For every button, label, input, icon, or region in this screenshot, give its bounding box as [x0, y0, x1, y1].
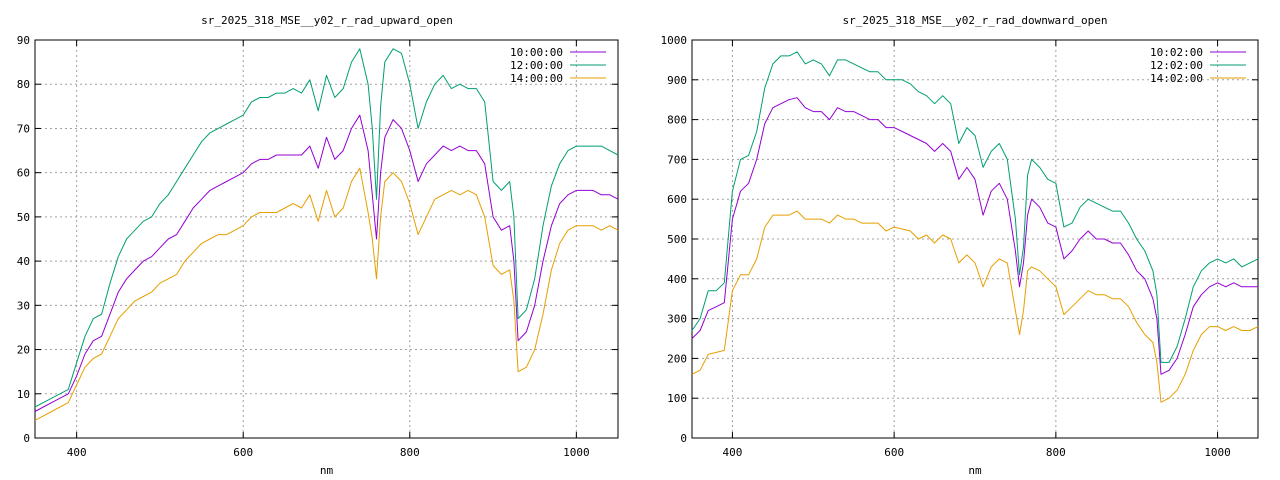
- y-tick-label: 70: [17, 122, 30, 135]
- y-tick-label: 50: [17, 211, 30, 224]
- y-tick-label: 20: [17, 344, 30, 357]
- upward-radiance-panel: sr_2025_318_MSE__y02_r_rad_upward_open 0 1…: [17, 14, 619, 477]
- plot-frame: [34, 39, 619, 439]
- y-tick-label: 400: [667, 273, 687, 286]
- legend-label: 12:00:00: [510, 59, 563, 72]
- y-tick-label: 60: [17, 167, 30, 180]
- y-tick-label: 1000: [661, 34, 688, 47]
- y-tick-label: 80: [17, 78, 30, 91]
- y-tick-label: 700: [667, 153, 687, 166]
- x-tick-label: 400: [722, 446, 742, 459]
- series-line-140000: [34, 167, 619, 421]
- series-line-120200: [691, 51, 1259, 363]
- x-axis-label: nm: [320, 464, 334, 477]
- y-tick-label: 900: [667, 74, 687, 87]
- x-tick-label: 1000: [563, 446, 590, 459]
- series-line-100000: [34, 114, 619, 412]
- y-tick-label: 100: [667, 392, 687, 405]
- legend-label: 14:00:00: [510, 72, 563, 85]
- y-tick-label: 300: [667, 313, 687, 326]
- series-line-140200: [691, 210, 1259, 403]
- y-tick-label: 40: [17, 255, 30, 268]
- x-axis-label: nm: [968, 464, 982, 477]
- y-tick-label: 0: [23, 432, 30, 445]
- y-tick-label: 0: [680, 432, 687, 445]
- x-tick-label: 1000: [1204, 446, 1231, 459]
- y-tick-label: 800: [667, 114, 687, 127]
- x-tick-label: 400: [67, 446, 87, 459]
- chart-title: sr_2025_318_MSE__y02_r_rad_downward_open: [843, 14, 1108, 27]
- legend-label: 14:02:00: [1150, 72, 1203, 85]
- legend-label: 10:00:00: [510, 46, 563, 59]
- downward-radiance-panel: sr_2025_318_MSE__y02_r_rad_downward_open…: [661, 14, 1259, 477]
- y-tick-label: 500: [667, 233, 687, 246]
- y-tick-label: 600: [667, 193, 687, 206]
- y-tick-label: 10: [17, 388, 30, 401]
- x-tick-label: 800: [1046, 446, 1066, 459]
- legend-label: 10:02:00: [1150, 46, 1203, 59]
- y-tick-label: 30: [17, 299, 30, 312]
- series-line-120000: [34, 48, 619, 408]
- y-tick-label: 90: [17, 34, 30, 47]
- x-tick-label: 800: [400, 446, 420, 459]
- y-tick-label: 200: [667, 352, 687, 365]
- series-line-100200: [691, 97, 1258, 375]
- chart-title: sr_2025_318_MSE__y02_r_rad_upward_open: [201, 14, 453, 27]
- x-tick-label: 600: [233, 446, 253, 459]
- legend-label: 12:02:00: [1150, 59, 1203, 72]
- x-tick-label: 600: [884, 446, 904, 459]
